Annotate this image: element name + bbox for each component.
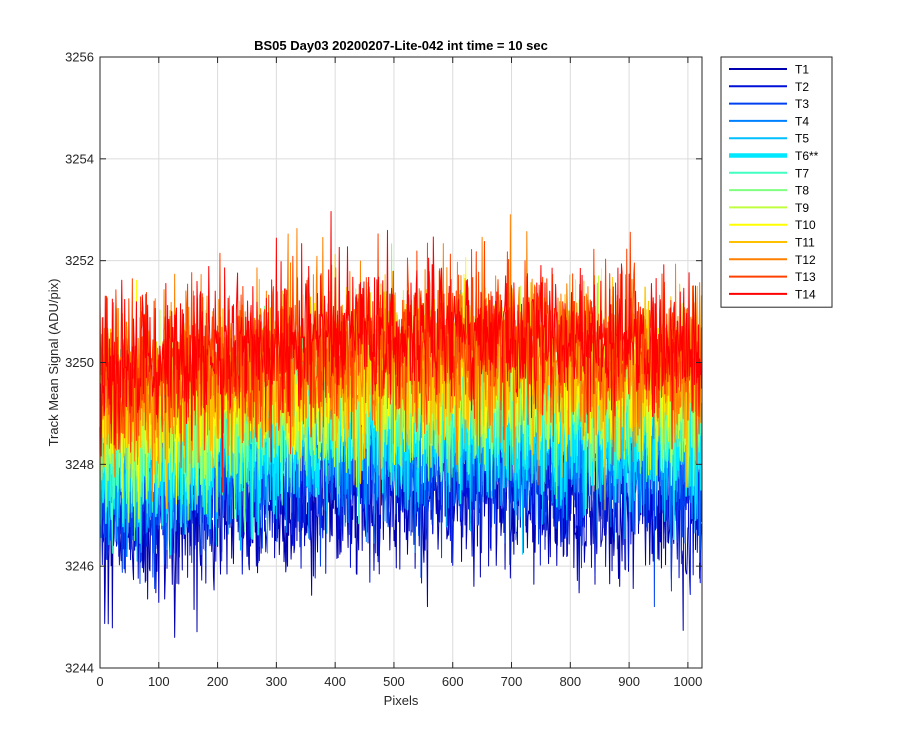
legend: T1 T2 T3 T4 T5 T6** T7 T8 T9 T10 T11 T12 T13 T14 [720,56,833,308]
y-axis-label: Track Mean Signal (ADU/pix) [46,279,61,447]
legend-label: T10 [795,218,816,232]
y-tick-label: 3252 [65,253,94,268]
axis-ticks: 0 100 200 300 400 500 600 700 800 900 1000 3244 3246… [65,50,702,690]
x-tick-label: 100 [148,674,170,689]
y-tick-label: 3254 [65,151,94,166]
legend-label: T4 [795,114,809,128]
legend-label: T9 [795,201,809,215]
x-tick-label: 1000 [673,674,702,689]
x-tick-label: 800 [559,674,581,689]
legend-label: T14 [795,287,816,301]
x-tick-label: 700 [501,674,523,689]
legend-label: T7 [795,166,809,180]
x-tick-label: 500 [383,674,405,689]
legend-label: T2 [795,80,809,94]
legend-label: T12 [795,253,816,267]
legend-label: T6** [795,149,819,163]
y-tick-label: 3244 [65,661,94,676]
legend-label: T8 [795,184,809,198]
y-tick-label: 3248 [65,457,94,472]
series-line-t14 [99,211,702,493]
x-tick-label: 900 [618,674,640,689]
x-tick-label: 600 [442,674,464,689]
y-tick-label: 3246 [65,559,94,574]
series-lines [99,211,703,638]
legend-label: T11 [795,236,815,250]
y-tick-label: 3256 [65,50,94,65]
x-tick-label: 300 [266,674,288,689]
legend-label: T1 [795,63,809,77]
x-axis-label: Pixels [384,693,419,708]
x-tick-label: 0 [96,674,103,689]
x-tick-label: 200 [207,674,229,689]
x-tick-label: 400 [324,674,346,689]
chart-title: BS05 Day03 20200207-Lite-042 int time = … [254,38,548,53]
y-tick-label: 3250 [65,355,94,370]
legend-label: T5 [795,132,809,146]
legend-label: T3 [795,97,809,111]
legend-box [720,56,833,308]
legend-label: T13 [795,270,816,284]
